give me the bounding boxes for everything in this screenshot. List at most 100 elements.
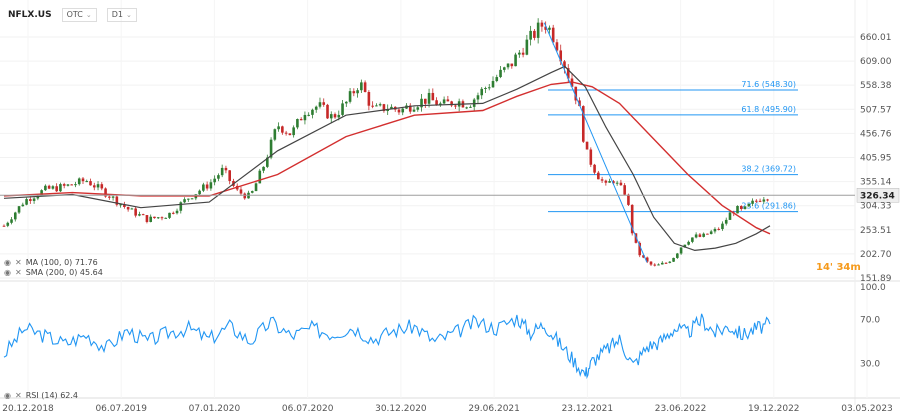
- chevron-down-icon: ⌄: [126, 11, 132, 19]
- candle-body: [581, 106, 585, 142]
- candle-body: [322, 102, 326, 105]
- candle-body: [627, 194, 630, 205]
- legend-ma[interactable]: ◉ ✕ MA (100, 0) 71.76: [4, 258, 98, 267]
- candle-body: [40, 190, 43, 196]
- candle-body: [578, 100, 581, 107]
- rsi-tick-label: 30.0: [860, 359, 880, 369]
- fibonacci-levels: 71.6 (548.30) 61.8 (495.90) 38.2 (369.72) 2…: [548, 80, 798, 213]
- candle-body: [360, 82, 363, 91]
- symbol-label[interactable]: NFLX.US: [8, 10, 52, 20]
- candle-body: [649, 261, 653, 265]
- candle-body: [266, 157, 269, 167]
- price-tick-label: 507.57: [860, 105, 892, 115]
- candle-body: [243, 193, 247, 199]
- time-tick-label: 07.01.2020: [189, 404, 241, 414]
- settings-icon[interactable]: ✕: [14, 391, 22, 400]
- candle-body: [138, 214, 141, 216]
- candle-body: [77, 178, 81, 185]
- candle-body: [363, 82, 367, 93]
- last-price-marker: 326.34: [0, 187, 900, 203]
- candle-body: [156, 217, 160, 219]
- legend-rsi-text: RSI (14) 62.4: [25, 391, 79, 400]
- candle-body: [179, 202, 183, 211]
- candle-body: [10, 219, 13, 223]
- candle-body: [299, 119, 303, 121]
- candle-body: [356, 90, 359, 94]
- candle-body: [747, 203, 751, 207]
- candle-body: [660, 262, 664, 265]
- candle-body: [540, 22, 544, 27]
- price-tick-label: 405.95: [860, 153, 892, 163]
- candle-body: [533, 30, 536, 38]
- candle-body: [642, 255, 645, 258]
- price-axis: 660.01 609.00 558.38 507.57 456.76 405.95 355.…: [860, 33, 892, 284]
- visibility-eye-icon[interactable]: ◉: [4, 391, 11, 400]
- candle-body: [721, 223, 724, 230]
- legend-sma[interactable]: ◉ ✕ SMA (200, 0) 45.64: [4, 268, 103, 277]
- candle-body: [412, 109, 416, 112]
- candle-body: [311, 109, 314, 115]
- candle-body: [198, 190, 201, 195]
- candle-body: [2, 225, 6, 227]
- candle-body: [694, 234, 698, 238]
- candle-body: [333, 114, 337, 118]
- candle-body: [612, 181, 615, 184]
- rsi-axis: 100.0 70.0 30.0: [860, 283, 886, 369]
- visibility-eye-icon[interactable]: ◉: [4, 268, 11, 277]
- candle-body: [66, 184, 70, 186]
- candle-body: [555, 42, 559, 51]
- interval-label: D1: [111, 10, 124, 19]
- candle-body: [329, 114, 333, 119]
- candle-body: [713, 228, 717, 232]
- candle-body: [345, 101, 348, 104]
- fib-level-label: 71.6 (548.30): [741, 80, 796, 89]
- candle-body: [281, 126, 284, 133]
- sma-200-line: [3, 81, 771, 235]
- candle-body: [751, 200, 754, 204]
- candle-body: [115, 196, 119, 205]
- candle-body: [190, 198, 194, 200]
- price-tick-label: 202.70: [860, 250, 892, 260]
- chart-type-select[interactable]: OTC ⌄: [61, 8, 97, 22]
- legend-sma-text: SMA (200, 0) 45.64: [25, 268, 103, 277]
- candle-body: [623, 185, 626, 195]
- candle-body: [390, 106, 393, 110]
- candle-body: [62, 184, 66, 186]
- candle-body: [296, 119, 299, 128]
- time-tick-label: 03.05.2023: [841, 404, 893, 414]
- candlesticks: [2, 18, 769, 267]
- candle-body: [164, 217, 168, 219]
- rsi-tick-label: 70.0: [860, 316, 880, 326]
- candle-body: [559, 50, 563, 62]
- candle-body: [59, 184, 62, 192]
- candle-body: [292, 127, 295, 136]
- candle-body: [352, 91, 356, 94]
- candle-body: [288, 133, 292, 136]
- settings-icon[interactable]: ✕: [14, 258, 22, 267]
- candle-body: [589, 149, 593, 165]
- candle-body: [145, 215, 149, 222]
- interval-select[interactable]: D1 ⌄: [106, 8, 137, 22]
- settings-icon[interactable]: ✕: [14, 268, 22, 277]
- candle-body: [604, 180, 608, 183]
- candle-body: [307, 114, 310, 116]
- candle-body: [171, 212, 175, 214]
- candle-body: [548, 27, 551, 30]
- candle-body: [450, 101, 453, 106]
- legend-rsi[interactable]: ◉ ✕ RSI (14) 62.4: [4, 391, 78, 400]
- candle-countdown: 14' 34m: [816, 262, 861, 273]
- candle-body: [89, 181, 92, 186]
- visibility-eye-icon[interactable]: ◉: [4, 258, 11, 267]
- rsi-tick-label: 100.0: [860, 283, 886, 293]
- candle-body: [96, 184, 100, 188]
- candle-body: [706, 233, 709, 235]
- candle-body: [435, 100, 438, 106]
- candle-body: [141, 214, 145, 216]
- time-tick-label: 06.07.2020: [282, 404, 334, 414]
- candle-body: [47, 185, 51, 189]
- candle-body: [521, 52, 525, 55]
- chevron-down-icon: ⌄: [85, 11, 92, 19]
- candle-body: [213, 178, 216, 183]
